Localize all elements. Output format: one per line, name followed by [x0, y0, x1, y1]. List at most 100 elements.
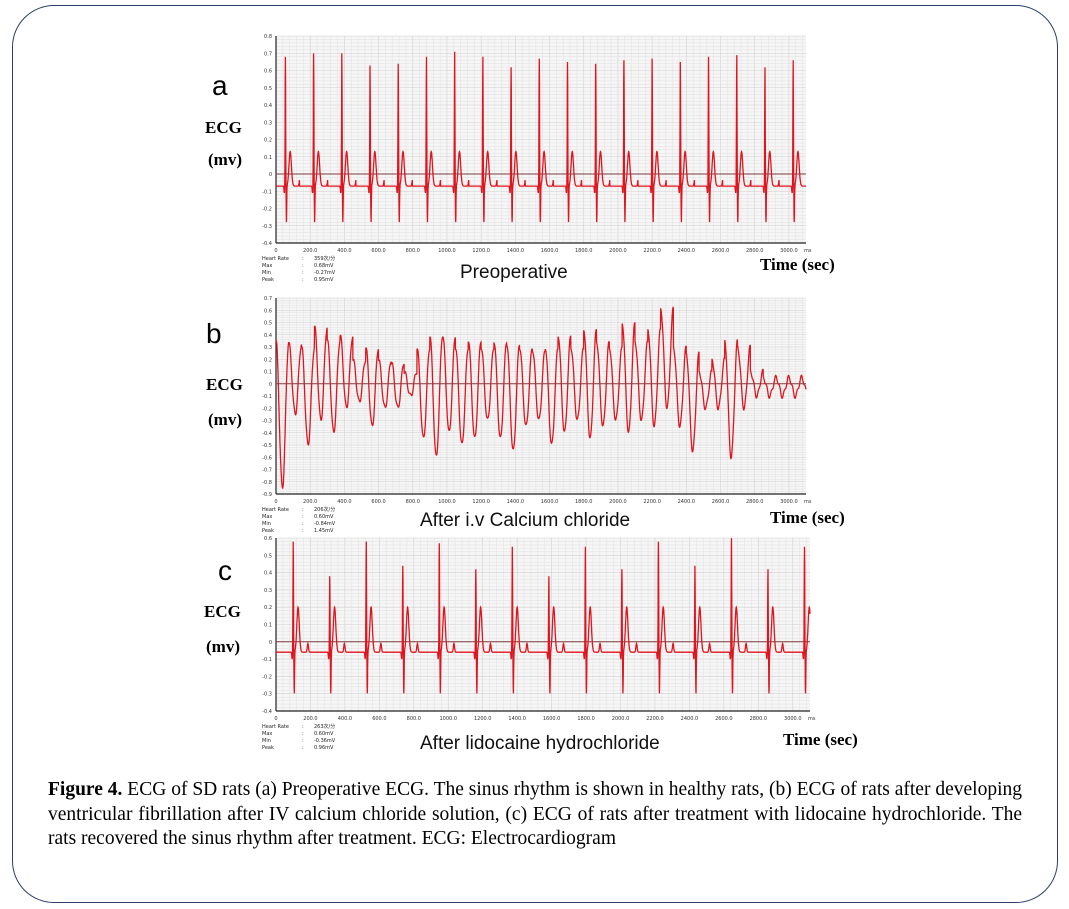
x-tick-label: 2000.0	[609, 248, 627, 254]
y-tick-label: 0.3	[264, 588, 272, 594]
y-tick-label: -0.1	[262, 394, 272, 400]
stat-cell: :	[302, 521, 304, 527]
x-unit-tick: ms	[804, 248, 812, 254]
y-tick-label: -0.3	[262, 224, 272, 230]
x-unit-tick: ms	[808, 716, 816, 722]
stat-cell: Max	[262, 514, 273, 520]
stat-cell: :	[302, 731, 304, 737]
panel-letter: b	[206, 318, 222, 349]
stat-cell: :	[302, 277, 304, 283]
stat-cell: :	[302, 745, 304, 751]
x-tick-label: 2200.0	[646, 716, 664, 722]
stat-cell: Min	[262, 521, 271, 527]
x-tick-label: 200.0	[303, 499, 317, 505]
x-tick-label: 0	[274, 499, 277, 505]
x-tick-label: 2000.0	[609, 499, 627, 505]
caption-label: Figure 4.	[48, 779, 123, 800]
x-tick-label: 2400.0	[678, 499, 696, 505]
x-tick-label: 3000.0	[784, 716, 802, 722]
y-tick-label: 0	[269, 382, 272, 388]
panel-title: After i.v Calcium chloride	[420, 510, 631, 531]
x-tick-label: 1000.0	[438, 248, 456, 254]
stat-cell: 359次/分	[314, 256, 336, 262]
stat-cell: -0.84mV	[314, 521, 336, 527]
x-tick-label: 2200.0	[643, 499, 661, 505]
x-tick-label: 200.0	[303, 248, 317, 254]
x-tick-label: 1600.0	[543, 716, 561, 722]
y-tick-label: 0	[269, 640, 272, 646]
x-tick-label: 1800.0	[575, 499, 593, 505]
x-tick-label: 600.0	[372, 716, 386, 722]
x-tick-label: 2600.0	[712, 499, 730, 505]
x-tick-label: 2800.0	[750, 716, 768, 722]
stat-cell: Min	[262, 270, 271, 276]
y-axis-label: ECG	[206, 375, 243, 394]
x-tick-label: 2400.0	[681, 716, 699, 722]
y-tick-label: -0.6	[262, 455, 272, 461]
x-axis-label: Time (sec)	[760, 255, 835, 274]
y-tick-label: 0.6	[264, 69, 272, 75]
x-tick-label: 2600.0	[715, 716, 733, 722]
stat-cell: :	[302, 724, 304, 730]
stat-cell: Max	[262, 263, 273, 269]
y-tick-label: 0.2	[264, 605, 272, 611]
y-tick-label: 0.2	[264, 357, 272, 363]
x-tick-label: 1200.0	[474, 716, 492, 722]
y-tick-label: -0.2	[262, 207, 272, 213]
stat-cell: Max	[262, 731, 273, 737]
x-tick-label: 1600.0	[541, 248, 559, 254]
y-tick-label: -0.2	[262, 406, 272, 412]
x-tick-label: 1600.0	[541, 499, 559, 505]
x-tick-label: 2800.0	[746, 248, 764, 254]
x-tick-label: 800.0	[406, 499, 420, 505]
ecg-trace	[275, 306, 807, 490]
stat-cell: Heart Rate	[262, 256, 289, 262]
x-tick-label: 1400.0	[507, 499, 525, 505]
x-axis-label: Time (sec)	[770, 508, 845, 527]
x-tick-label: 1000.0	[440, 716, 458, 722]
y-tick-label: -0.7	[262, 468, 272, 474]
y-tick-label: -0.8	[262, 480, 272, 486]
y-tick-label: 0.1	[264, 623, 272, 629]
x-tick-label: 600.0	[371, 499, 385, 505]
x-tick-label: 1400.0	[507, 248, 525, 254]
caption-text: ECG of SD rats (a) Preoperative ECG. The…	[48, 779, 1022, 849]
stat-cell: 1.45mV	[314, 528, 334, 534]
y-tick-label: -0.9	[262, 492, 272, 498]
y-tick-label: 0.6	[264, 308, 272, 314]
y-tick-label: 0.4	[264, 103, 272, 109]
x-tick-label: 1000.0	[438, 499, 456, 505]
ecg-trace	[276, 538, 811, 694]
y-tick-label: 0.3	[264, 345, 272, 351]
figure-frame	[12, 5, 1058, 903]
x-tick-label: 2800.0	[746, 499, 764, 505]
y-tick-label: 0.1	[264, 155, 272, 161]
y-axis-label: ECG	[204, 602, 241, 621]
x-tick-label: 2600.0	[712, 248, 730, 254]
y-tick-label: -0.1	[262, 189, 272, 195]
stat-cell: Heart Rate	[262, 724, 289, 730]
x-tick-label: 400.0	[338, 716, 352, 722]
stat-cell: Peak	[262, 528, 274, 534]
x-tick-label: 3000.0	[780, 248, 798, 254]
y-tick-label: -0.4	[262, 709, 272, 715]
ecg-chart: 0.60.50.40.30.20.10-0.1-0.2-0.3-0.40 200.…	[262, 536, 816, 722]
y-tick-label: 0.7	[264, 296, 272, 302]
x-unit-tick: ms	[804, 499, 812, 505]
y-tick-label: 0.6	[264, 536, 272, 542]
y-tick-label: 0.3	[264, 120, 272, 126]
ecg-chart: 0.8 0.7 0.6 0.5 0.4 0.3 0.2 0.1 0 -0.1 -0.2 -0.3 -0.…	[262, 34, 812, 254]
y-tick-label: 0.7	[264, 51, 272, 57]
x-tick-label: 0	[274, 248, 277, 254]
y-tick-label: 0.4	[264, 333, 272, 339]
x-tick-label: 800.0	[406, 248, 420, 254]
stats-readout: Heart Rate: 206次/分 Max: 0.60mV Min: -0.84mV Pe…	[262, 507, 335, 535]
y-axis-unit: (mv)	[208, 410, 242, 429]
stat-cell: -0.27mV	[314, 270, 336, 276]
x-tick-label: 3000.0	[780, 499, 798, 505]
stat-cell: :	[302, 507, 304, 513]
stat-cell: 0.60mV	[314, 731, 334, 737]
panel-letter: c	[218, 555, 232, 586]
stat-cell: :	[302, 738, 304, 744]
stat-cell: Min	[262, 738, 271, 744]
